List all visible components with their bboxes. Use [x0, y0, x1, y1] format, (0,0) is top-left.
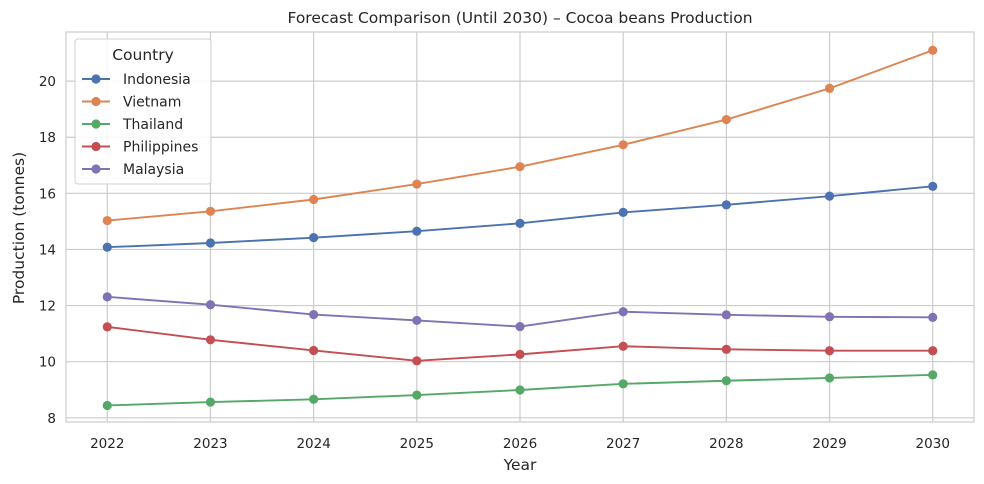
data-point-indonesia [412, 226, 422, 236]
data-point-thailand [205, 397, 216, 407]
data-point-thailand [618, 379, 628, 389]
data-point-indonesia [102, 242, 112, 252]
data-point-thailand [928, 370, 938, 380]
data-point-malaysia [618, 307, 628, 317]
data-point-thailand [309, 394, 319, 404]
data-point-malaysia [515, 322, 525, 332]
legend-marker [91, 141, 101, 152]
legend-marker [91, 119, 101, 129]
data-point-philippines [412, 356, 422, 366]
data-point-philippines [928, 346, 938, 356]
chart-title: Forecast Comparison (Until 2030) – Cocoa… [287, 9, 752, 27]
y-tick-label: 14 [39, 242, 56, 258]
data-point-indonesia [928, 181, 938, 191]
ticks: 2022 2023 2024 2025 2026 2027 2028 2029 2030 8 10 1… [39, 74, 950, 452]
data-point-thailand [824, 373, 835, 383]
data-point-philippines [618, 341, 628, 351]
data-point-malaysia [412, 315, 422, 326]
series-vietnam [102, 45, 938, 226]
x-tick-label: 2027 [606, 436, 640, 452]
data-point-vietnam [102, 215, 112, 226]
x-tick-label: 2030 [916, 436, 950, 452]
data-point-thailand [515, 385, 525, 395]
data-point-vietnam [618, 140, 628, 150]
data-point-indonesia [721, 200, 731, 210]
data-point-indonesia [309, 233, 319, 243]
data-point-philippines [515, 349, 525, 359]
x-tick-label: 2026 [503, 436, 537, 452]
data-point-philippines [721, 344, 731, 354]
series-philippines [102, 322, 938, 366]
legend-label: Philippines [123, 140, 198, 156]
y-tick-label: 20 [39, 74, 56, 90]
data-point-philippines [309, 345, 319, 356]
series-layer [102, 45, 938, 411]
data-point-malaysia [721, 310, 731, 320]
data-point-vietnam [824, 83, 835, 93]
legend-title: Country [112, 46, 174, 64]
data-point-vietnam [928, 45, 938, 55]
data-point-indonesia [824, 191, 835, 201]
x-tick-label: 2023 [193, 436, 227, 452]
series-indonesia [102, 181, 938, 252]
data-point-indonesia [618, 207, 628, 218]
plot-frame [65, 31, 975, 423]
legend: Country Indonesia Vietnam Thailand Philippi… [74, 38, 212, 185]
data-point-vietnam [515, 162, 525, 172]
x-tick-label: 2022 [90, 436, 124, 452]
legend-label: Vietnam [123, 95, 181, 111]
legend-box [74, 38, 212, 185]
y-tick-label: 10 [39, 355, 56, 371]
data-point-indonesia [515, 218, 525, 228]
legend-item-vietnam: Vietnam [82, 95, 181, 111]
legend-label: Thailand [122, 117, 183, 133]
y-tick-label: 16 [39, 186, 56, 202]
legend-item-indonesia: Indonesia [82, 72, 191, 88]
series-thailand [102, 370, 938, 411]
data-point-indonesia [205, 238, 216, 248]
data-point-thailand [721, 376, 731, 386]
y-axis-label: Production (tonnes) [10, 152, 28, 304]
data-point-vietnam [309, 194, 319, 205]
legend-marker [91, 74, 101, 84]
legend-label: Indonesia [123, 72, 191, 88]
data-point-thailand [412, 390, 422, 400]
data-point-malaysia [309, 309, 319, 320]
legend-marker [91, 96, 101, 107]
data-point-philippines [205, 335, 216, 345]
data-point-malaysia [205, 300, 216, 310]
data-point-thailand [102, 400, 112, 411]
x-tick-label: 2024 [296, 436, 330, 452]
legend-item-malaysia: Malaysia [82, 162, 184, 178]
series-malaysia [102, 292, 938, 332]
data-point-malaysia [102, 292, 112, 302]
data-point-philippines [824, 346, 835, 356]
x-axis-label: Year [503, 456, 537, 474]
data-point-vietnam [412, 179, 422, 189]
legend-item-thailand: Thailand [82, 117, 183, 133]
x-tick-label: 2025 [400, 436, 434, 452]
legend-label: Malaysia [123, 162, 184, 178]
y-tick-label: 12 [39, 299, 56, 315]
y-tick-label: 8 [47, 411, 56, 427]
data-point-vietnam [721, 114, 731, 125]
x-tick-label: 2028 [709, 436, 743, 452]
data-point-malaysia [928, 312, 938, 322]
x-tick-label: 2029 [812, 436, 846, 452]
legend-item-philippines: Philippines [82, 140, 198, 156]
y-tick-label: 18 [39, 130, 56, 146]
data-point-malaysia [824, 312, 835, 322]
data-point-vietnam [205, 206, 216, 216]
legend-marker [91, 164, 101, 174]
data-point-philippines [102, 322, 112, 332]
